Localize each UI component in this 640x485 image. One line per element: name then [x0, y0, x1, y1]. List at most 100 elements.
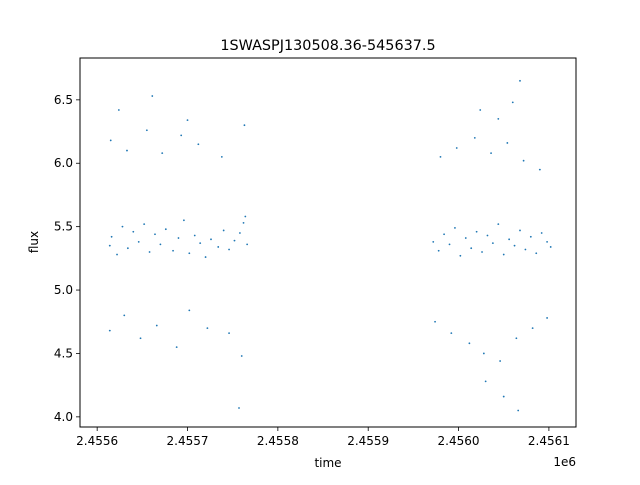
data-point-s1-43 [502, 395, 505, 398]
data-point-s1-7 [470, 247, 473, 250]
data-point-s1-39 [497, 117, 500, 120]
y-tick-label-5: 6.5 [54, 93, 73, 107]
data-point-s0-47 [186, 119, 189, 122]
data-point-s0-3 [121, 225, 124, 228]
data-point-s0-32 [175, 346, 178, 349]
data-point-s1-26 [482, 352, 485, 355]
data-point-s1-32 [455, 147, 458, 149]
y-axis-ticks: 4.0 4.5 5.0 5.5 6.0 6.5 [54, 93, 80, 424]
data-point-s1-31 [439, 156, 442, 158]
y-tick-label-2: 5.0 [54, 283, 73, 297]
data-point-s0-34 [206, 327, 209, 329]
data-point-s0-29 [123, 314, 126, 317]
data-point-s0-38 [126, 149, 128, 152]
data-point-s1-0 [432, 240, 435, 243]
data-point-s0-9 [154, 233, 156, 236]
x-axis-ticks: 2.4556 2.4557 2.4558 2.4559 2.4560 2.4561 [76, 427, 570, 448]
data-point-s0-15 [188, 252, 191, 255]
data-point-s1-37 [538, 168, 541, 171]
data-point-s1-3 [448, 243, 451, 246]
data-point-s0-22 [228, 248, 230, 251]
data-point-s0-16 [193, 234, 196, 237]
data-point-s0-45 [117, 109, 120, 111]
x-axis-label: time [314, 456, 341, 470]
data-point-s0-0 [108, 244, 111, 247]
x-tick-label-3: 2.4559 [347, 434, 389, 448]
data-point-s1-2 [443, 233, 445, 236]
data-point-s0-48 [238, 407, 240, 409]
data-point-s1-16 [519, 229, 521, 232]
data-point-s0-26 [244, 215, 247, 218]
data-point-s1-41 [519, 79, 521, 82]
data-point-s1-8 [475, 230, 478, 233]
data-point-s1-21 [546, 240, 548, 243]
x-tick-label-1: 2.4557 [167, 434, 209, 448]
data-point-s1-6 [464, 237, 467, 239]
data-point-s1-23 [434, 320, 436, 323]
data-point-s0-44 [243, 124, 246, 127]
data-point-s0-36 [240, 355, 243, 357]
data-point-s1-40 [511, 101, 514, 104]
data-point-s0-8 [148, 251, 151, 253]
data-point-s0-35 [228, 332, 230, 335]
data-point-s1-18 [529, 235, 532, 238]
data-point-s0-17 [199, 242, 202, 245]
data-point-s0-21 [222, 229, 225, 232]
data-point-s1-33 [473, 136, 476, 139]
data-point-s0-43 [220, 156, 223, 158]
y-tick-label-0: 4.0 [54, 410, 73, 424]
data-point-s0-46 [151, 95, 154, 97]
data-point-s1-22 [549, 246, 552, 248]
data-point-s0-24 [239, 232, 241, 234]
data-point-s0-20 [217, 246, 220, 248]
data-point-s0-4 [126, 247, 129, 250]
data-point-s1-34 [490, 152, 492, 155]
data-point-s0-11 [164, 228, 167, 231]
y-tick-label-4: 6.0 [54, 156, 73, 170]
x-tick-label-2: 2.4558 [257, 434, 299, 448]
data-point-s1-13 [502, 253, 505, 256]
data-point-s1-27 [499, 360, 502, 362]
x-tick-label-0: 2.4556 [76, 434, 118, 448]
data-point-s1-38 [479, 109, 482, 111]
data-point-s0-5 [132, 230, 135, 233]
data-point-s0-10 [159, 243, 162, 246]
data-point-s0-6 [137, 240, 140, 243]
data-point-s1-9 [481, 251, 483, 253]
data-point-s0-19 [210, 238, 212, 241]
data-point-s0-13 [177, 237, 180, 239]
y-tick-label-3: 5.5 [54, 220, 73, 234]
data-point-s1-19 [535, 252, 538, 255]
data-point-s0-1 [110, 235, 113, 238]
chart-title: 1SWASPJ130508.36-545637.5 [220, 38, 435, 54]
data-point-s1-11 [491, 242, 494, 245]
data-point-s1-12 [497, 223, 500, 226]
data-point-s1-4 [454, 227, 456, 229]
data-point-s1-35 [506, 142, 509, 144]
data-point-s1-30 [546, 317, 548, 319]
data-point-s0-37 [109, 139, 112, 142]
data-point-s0-7 [143, 223, 146, 226]
data-point-s1-14 [508, 238, 511, 241]
data-point-s0-2 [116, 253, 118, 256]
data-point-s1-17 [524, 248, 527, 251]
data-point-s1-44 [517, 409, 520, 412]
data-points [108, 79, 552, 412]
data-point-s1-25 [468, 342, 471, 345]
data-point-s1-42 [484, 380, 487, 383]
x-tick-label-4: 2.4560 [438, 434, 480, 448]
data-point-s1-15 [513, 244, 516, 247]
data-point-s0-40 [161, 152, 164, 155]
y-tick-label-1: 4.5 [54, 346, 73, 360]
data-point-s0-23 [233, 239, 236, 242]
data-point-s0-25 [242, 221, 245, 224]
data-point-s1-36 [522, 159, 525, 162]
x-axis-offset-label: 1e6 [553, 455, 576, 469]
data-point-s0-33 [188, 309, 191, 312]
x-tick-label-5: 2.4561 [528, 434, 570, 448]
data-point-s1-24 [450, 332, 453, 335]
data-point-s0-42 [197, 143, 200, 146]
